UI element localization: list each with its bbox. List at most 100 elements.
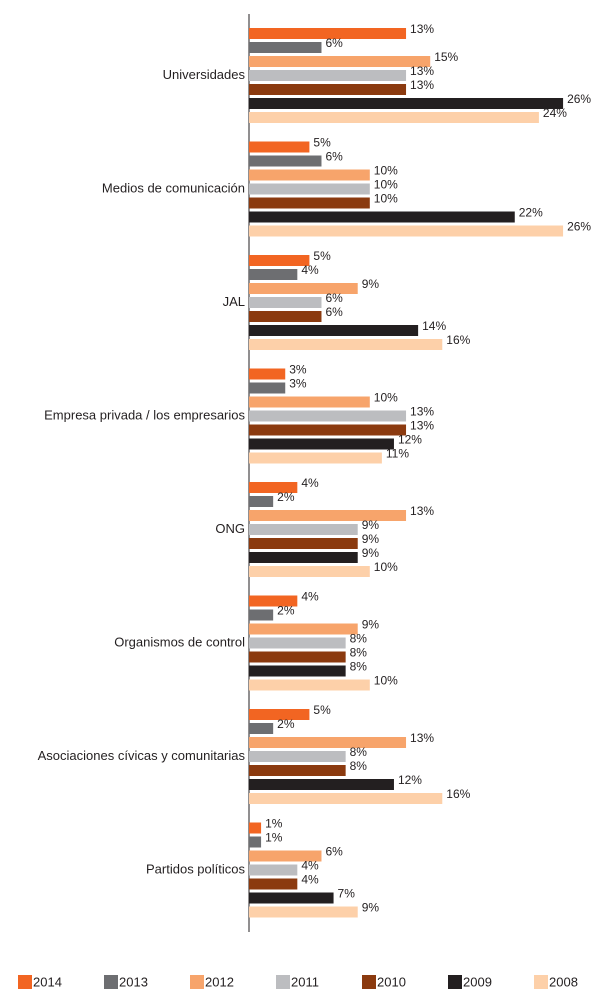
value-label: 1% [265,817,283,831]
legend-swatch [190,975,204,989]
bar [249,510,407,521]
value-label: 24% [543,106,567,120]
value-label: 13% [410,78,434,92]
bar [249,225,564,237]
bar [249,637,346,649]
value-label: 4% [301,873,319,887]
bar [249,482,298,493]
value-label: 8% [350,632,368,646]
value-label: 11% [386,447,409,461]
value-label: 5% [313,249,331,263]
legend-label: 2009 [463,974,492,989]
value-label: 13% [410,405,434,419]
legend-label: 2012 [205,974,234,989]
value-label: 16% [446,787,470,801]
bar [249,269,298,280]
bar [249,197,370,209]
bar [249,538,358,549]
bar [249,297,322,308]
legend-swatch [362,975,376,989]
bar [249,737,407,748]
bar [249,141,310,153]
bar [249,396,370,408]
value-label: 4% [301,476,319,490]
value-label: 5% [313,136,331,150]
value-label: 8% [350,759,368,773]
legend-swatch [276,975,290,989]
bar [249,623,358,635]
value-label: 12% [398,773,422,787]
bar [249,183,370,195]
bar [249,169,370,181]
bar [249,42,322,53]
value-label: 10% [374,192,398,206]
value-label: 9% [362,618,380,632]
value-label: 9% [362,518,380,532]
legend-label: 2014 [33,974,62,989]
value-label: 12% [398,433,422,447]
value-label: 26% [567,220,591,234]
value-label: 9% [362,546,380,560]
bar [249,665,346,677]
value-label: 14% [422,319,446,333]
bar [249,524,358,535]
legend-label: 2010 [377,974,406,989]
value-label: 9% [362,277,380,291]
value-label: 10% [374,164,398,178]
category-label: Empresa privada / los empresarios [44,407,245,422]
value-label: 9% [362,901,380,915]
legend-swatch [18,975,32,989]
value-label: 13% [410,419,434,433]
bar [249,56,431,67]
value-label: 7% [338,887,356,901]
bar [249,609,274,621]
value-label: 3% [289,363,307,377]
category-label: ONG [215,521,245,536]
value-label: 13% [410,731,434,745]
category-label: Asociaciones cívicas y comunitarias [38,748,246,763]
bar [249,709,310,720]
bar [249,850,322,862]
legend-label: 2008 [549,974,578,989]
value-label: 13% [410,64,434,78]
bar [249,651,346,663]
bar [249,452,382,464]
bar [249,424,407,436]
value-label: 10% [374,674,398,688]
bar [249,368,286,380]
bar [249,496,274,507]
bar [249,779,394,790]
bar [249,410,407,422]
value-label: 8% [350,646,368,660]
bar [249,339,443,350]
value-label: 6% [325,291,343,305]
value-label: 10% [374,560,398,574]
bar [249,438,394,450]
value-label: 4% [301,263,319,277]
value-label: 5% [313,703,331,717]
value-label: 16% [446,333,470,347]
value-label: 6% [325,845,343,859]
value-label: 8% [350,745,368,759]
bar [249,112,539,123]
bar [249,84,407,95]
legend-label: 2011 [291,974,319,989]
bar [249,552,358,563]
value-label: 6% [325,150,343,164]
bar [249,566,370,577]
category-label: Organismos de control [114,634,245,649]
legend-label: 2013 [119,974,148,989]
bar [249,892,334,904]
value-label: 10% [374,178,398,192]
bar [249,255,310,266]
bar [249,836,262,848]
legend-swatch [448,975,462,989]
value-label: 6% [325,305,343,319]
bar [249,679,370,691]
bar [249,595,298,607]
bar [249,765,346,776]
category-label: Universidades [163,67,246,82]
bar [249,723,274,734]
value-label: 13% [410,504,434,518]
value-label: 2% [277,717,295,731]
